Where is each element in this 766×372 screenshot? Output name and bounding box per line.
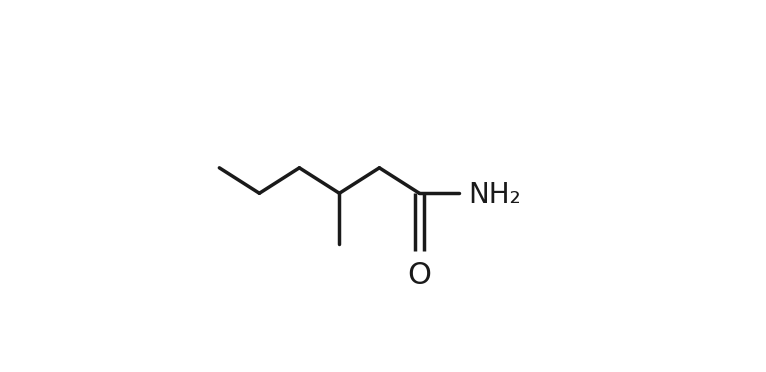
Text: O: O (408, 261, 431, 289)
Text: NH₂: NH₂ (469, 181, 521, 209)
